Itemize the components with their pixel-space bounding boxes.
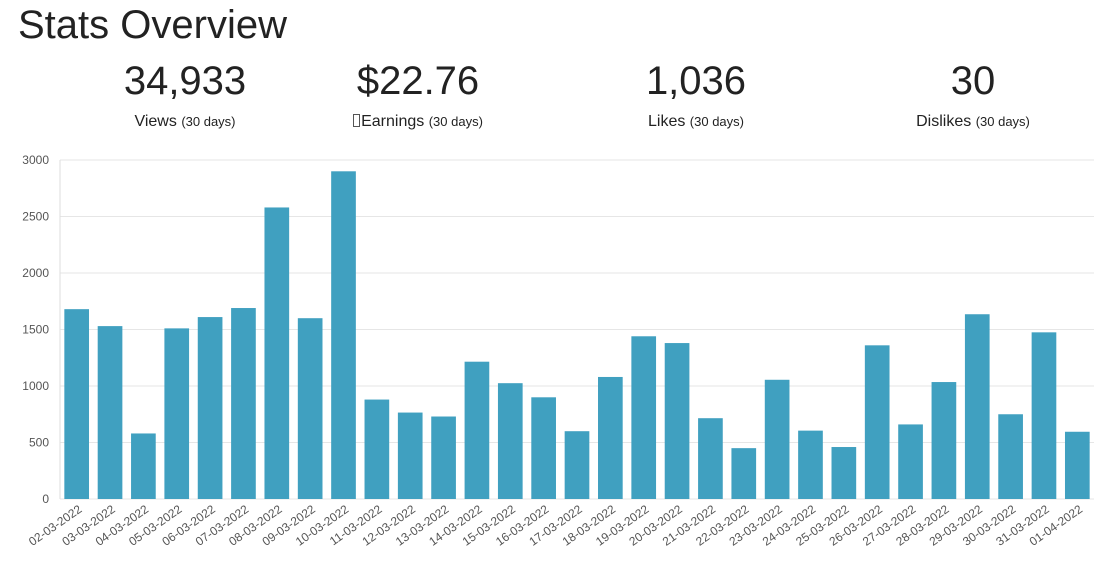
bar-28-03-2022 <box>931 382 957 499</box>
stat-earnings: $22.76 Earnings (30 days) <box>288 56 548 132</box>
bar-23-03-2022 <box>764 379 790 499</box>
stat-views-caption: Views (30 days) <box>55 112 315 132</box>
stat-earnings-period: (30 days) <box>428 114 483 129</box>
bar-20-03-2022 <box>664 343 690 499</box>
bar-16-03-2022 <box>531 397 556 499</box>
stat-likes-period: (30 days) <box>689 114 744 129</box>
y-tick-label: 2000 <box>22 266 49 280</box>
bar-07-03-2022 <box>231 308 256 499</box>
stat-earnings-label: Earnings <box>361 113 425 130</box>
bar-02-03-2022 <box>64 309 90 499</box>
stat-earnings-caption: Earnings (30 days) <box>288 112 548 132</box>
missing-glyph-icon <box>353 114 361 127</box>
bar-15-03-2022 <box>497 383 523 499</box>
stat-earnings-value: $22.76 <box>356 59 480 103</box>
bar-09-03-2022 <box>297 318 323 499</box>
bar-24-03-2022 <box>798 430 823 499</box>
y-tick-label: 0 <box>42 492 49 506</box>
bar-08-03-2022 <box>264 207 290 499</box>
bar-17-03-2022 <box>564 431 590 499</box>
bar-30-03-2022 <box>998 414 1023 499</box>
stat-likes-caption: Likes (30 days) <box>566 112 826 132</box>
stat-views-value: 34,933 <box>123 59 247 103</box>
bar-01-04-2022 <box>1064 431 1090 499</box>
stat-dislikes-value: 30 <box>950 59 996 103</box>
y-tick-label: 1500 <box>22 323 49 337</box>
y-tick-label: 500 <box>29 436 49 450</box>
views-bar-chart: 05001000150020002500300002-03-202203-03-… <box>22 153 1094 549</box>
bar-25-03-2022 <box>831 447 857 499</box>
bar-10-03-2022 <box>331 171 356 500</box>
stat-views-label: Views <box>134 113 177 130</box>
stat-dislikes-label: Dislikes <box>916 113 972 130</box>
bar-31-03-2022 <box>1031 332 1057 499</box>
stat-dislikes-period: (30 days) <box>975 114 1030 129</box>
bar-29-03-2022 <box>964 314 990 499</box>
stat-views: 34,933 Views (30 days) <box>55 56 315 132</box>
bar-21-03-2022 <box>698 418 723 499</box>
page-title: Stats Overview <box>18 3 287 47</box>
bar-19-03-2022 <box>631 336 657 499</box>
y-tick-label: 2500 <box>22 210 49 224</box>
y-tick-label: 3000 <box>22 153 49 167</box>
bar-05-03-2022 <box>164 328 190 499</box>
bar-04-03-2022 <box>131 433 156 499</box>
stat-dislikes: 30 Dislikes (30 days) <box>843 56 1103 132</box>
stat-views-period: (30 days) <box>181 114 236 129</box>
bar-14-03-2022 <box>464 361 490 499</box>
bar-03-03-2022 <box>97 326 123 499</box>
y-tick-label: 1000 <box>22 379 49 393</box>
bar-13-03-2022 <box>431 416 456 499</box>
stat-dislikes-caption: Dislikes (30 days) <box>843 112 1103 132</box>
bar-06-03-2022 <box>197 317 223 499</box>
stat-likes-value: 1,036 <box>645 59 747 103</box>
bar-11-03-2022 <box>364 399 390 499</box>
bar-26-03-2022 <box>864 345 890 499</box>
bar-18-03-2022 <box>598 376 623 499</box>
bar-22-03-2022 <box>731 448 757 499</box>
stat-likes-label: Likes <box>647 113 686 130</box>
bar-12-03-2022 <box>397 412 423 499</box>
bar-27-03-2022 <box>898 424 923 499</box>
stat-likes: 1,036 Likes (30 days) <box>566 56 826 132</box>
